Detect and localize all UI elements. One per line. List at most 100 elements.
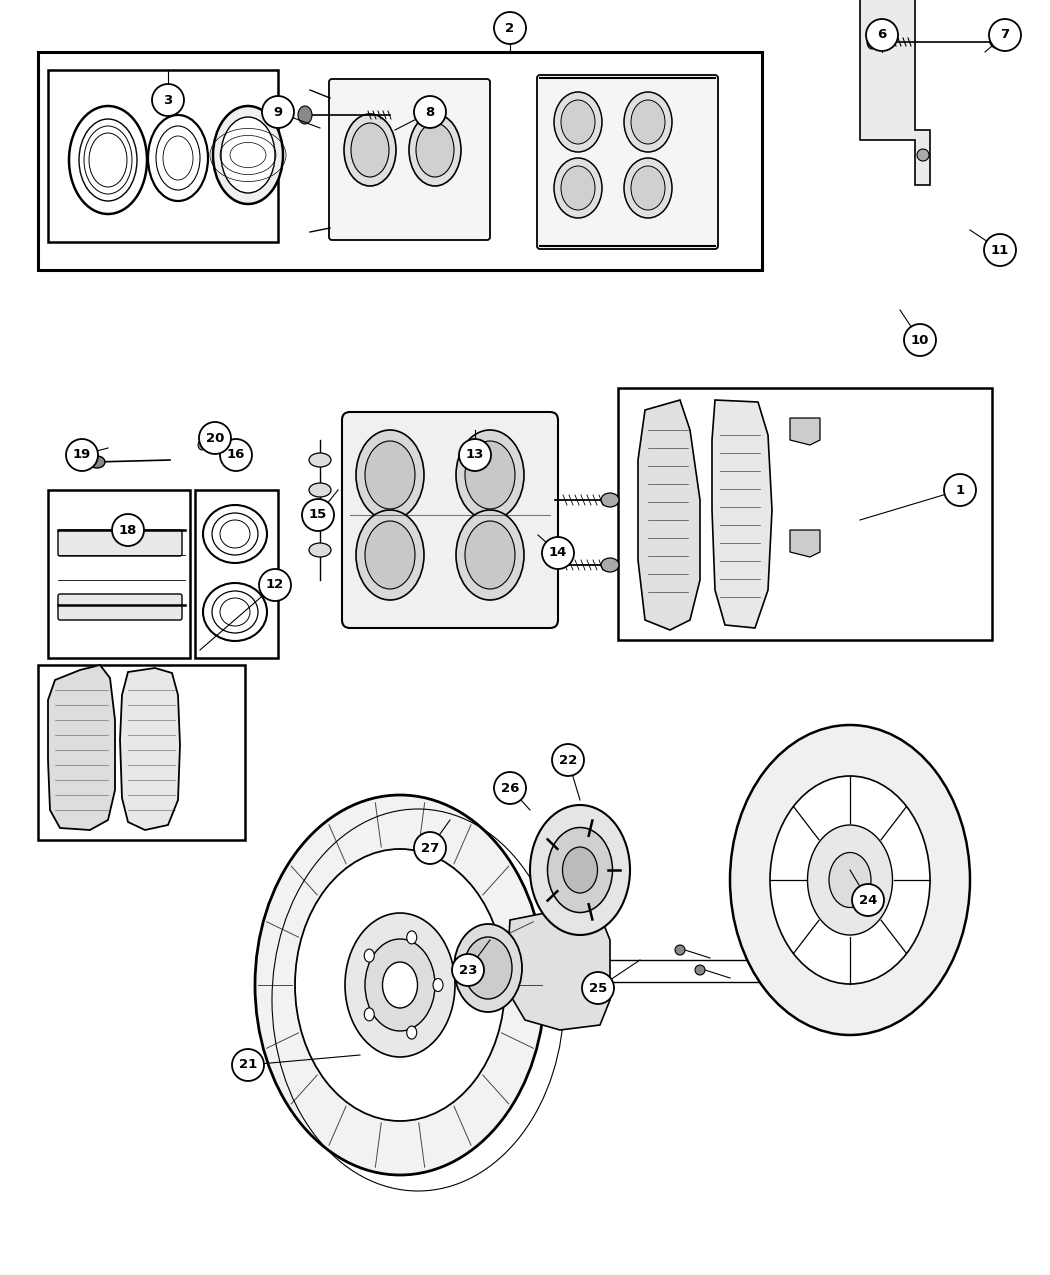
- Ellipse shape: [213, 106, 284, 204]
- Ellipse shape: [255, 796, 545, 1176]
- FancyBboxPatch shape: [342, 412, 558, 629]
- Circle shape: [200, 422, 231, 454]
- Ellipse shape: [465, 441, 514, 509]
- Circle shape: [152, 84, 184, 116]
- Ellipse shape: [554, 92, 602, 152]
- Polygon shape: [638, 400, 700, 630]
- Circle shape: [414, 833, 446, 864]
- Bar: [195, 490, 278, 658]
- Circle shape: [904, 324, 936, 356]
- Ellipse shape: [917, 149, 929, 161]
- Circle shape: [552, 745, 584, 776]
- Circle shape: [582, 972, 614, 1003]
- Ellipse shape: [624, 158, 672, 218]
- Circle shape: [542, 537, 574, 569]
- Polygon shape: [120, 668, 180, 830]
- FancyBboxPatch shape: [329, 79, 490, 240]
- Text: 19: 19: [72, 449, 91, 462]
- Circle shape: [984, 235, 1016, 266]
- Polygon shape: [790, 418, 820, 445]
- Ellipse shape: [295, 849, 505, 1121]
- Polygon shape: [790, 530, 820, 557]
- Ellipse shape: [365, 938, 435, 1031]
- Text: 23: 23: [459, 964, 477, 977]
- FancyBboxPatch shape: [58, 530, 182, 556]
- Circle shape: [259, 569, 291, 601]
- FancyBboxPatch shape: [537, 75, 718, 249]
- Ellipse shape: [695, 965, 705, 975]
- Text: 22: 22: [559, 754, 578, 766]
- Circle shape: [494, 11, 526, 45]
- Ellipse shape: [547, 827, 612, 913]
- Text: 8: 8: [425, 106, 435, 119]
- Bar: [48, 490, 190, 658]
- Circle shape: [866, 19, 898, 51]
- Ellipse shape: [356, 510, 424, 601]
- Ellipse shape: [406, 1026, 417, 1039]
- Ellipse shape: [454, 924, 522, 1012]
- Ellipse shape: [345, 913, 455, 1057]
- Ellipse shape: [867, 34, 877, 48]
- Ellipse shape: [563, 847, 597, 892]
- Text: 11: 11: [991, 244, 1009, 256]
- Circle shape: [944, 474, 977, 506]
- Ellipse shape: [309, 543, 331, 557]
- Text: 12: 12: [266, 579, 285, 592]
- Text: 9: 9: [273, 106, 282, 119]
- Ellipse shape: [433, 978, 443, 992]
- Ellipse shape: [364, 949, 374, 963]
- Ellipse shape: [561, 166, 595, 210]
- Ellipse shape: [410, 113, 461, 186]
- FancyBboxPatch shape: [58, 594, 182, 620]
- Ellipse shape: [601, 558, 619, 572]
- Ellipse shape: [730, 725, 970, 1035]
- Ellipse shape: [601, 493, 619, 507]
- Circle shape: [220, 439, 252, 470]
- Text: 2: 2: [505, 22, 514, 34]
- Text: 15: 15: [309, 509, 328, 521]
- Text: 25: 25: [589, 982, 607, 994]
- Text: 27: 27: [421, 842, 439, 854]
- Bar: [38, 52, 762, 270]
- Ellipse shape: [356, 430, 424, 520]
- Circle shape: [262, 96, 294, 128]
- Ellipse shape: [990, 34, 1010, 48]
- Ellipse shape: [456, 510, 524, 601]
- Bar: [38, 666, 245, 840]
- Ellipse shape: [530, 805, 630, 935]
- Circle shape: [66, 439, 98, 470]
- Ellipse shape: [807, 825, 892, 935]
- Text: 26: 26: [501, 782, 519, 794]
- Ellipse shape: [364, 1009, 374, 1021]
- Text: 14: 14: [549, 547, 567, 560]
- Ellipse shape: [770, 776, 930, 984]
- Text: 13: 13: [466, 449, 484, 462]
- Polygon shape: [48, 666, 116, 830]
- Ellipse shape: [365, 521, 415, 589]
- Text: 20: 20: [206, 431, 225, 445]
- Ellipse shape: [344, 113, 396, 186]
- Text: 18: 18: [119, 524, 138, 537]
- Circle shape: [459, 439, 491, 470]
- Text: 7: 7: [1001, 28, 1009, 42]
- Ellipse shape: [464, 937, 512, 1000]
- Ellipse shape: [309, 453, 331, 467]
- Ellipse shape: [624, 92, 672, 152]
- Circle shape: [112, 514, 144, 546]
- Ellipse shape: [298, 106, 312, 124]
- Ellipse shape: [631, 166, 665, 210]
- Ellipse shape: [220, 520, 250, 548]
- Ellipse shape: [220, 598, 250, 626]
- Ellipse shape: [675, 945, 685, 955]
- Ellipse shape: [406, 931, 417, 944]
- Ellipse shape: [309, 483, 331, 497]
- Ellipse shape: [198, 440, 206, 450]
- Ellipse shape: [416, 122, 454, 177]
- Ellipse shape: [365, 441, 415, 509]
- Text: 24: 24: [859, 894, 877, 907]
- Ellipse shape: [220, 117, 275, 193]
- Circle shape: [852, 884, 884, 915]
- Text: 21: 21: [239, 1058, 257, 1071]
- Text: 3: 3: [164, 93, 172, 107]
- Bar: [618, 388, 992, 640]
